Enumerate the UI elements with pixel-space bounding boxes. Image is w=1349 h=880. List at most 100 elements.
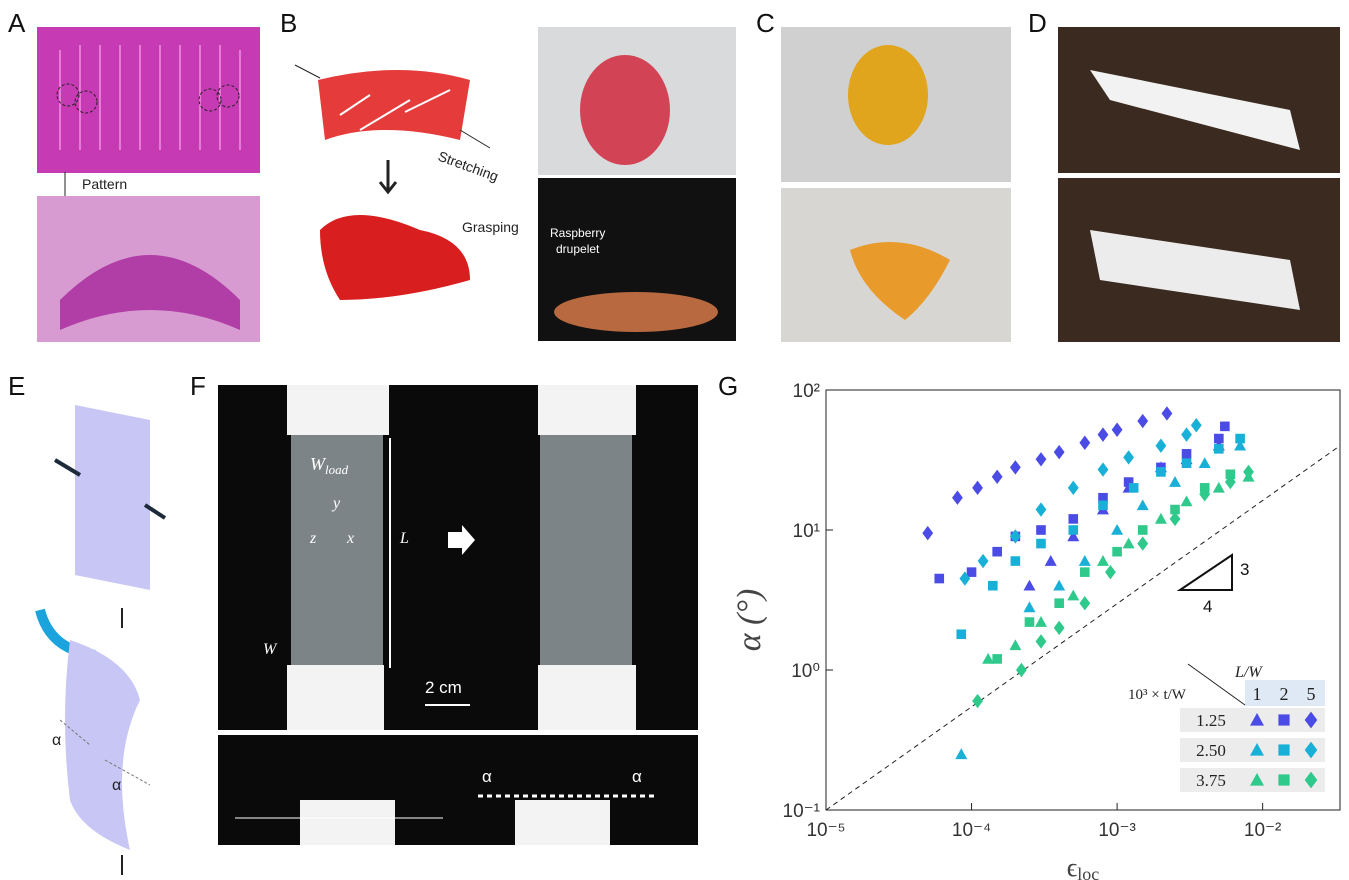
legend-col: 2 <box>1280 684 1289 704</box>
point <box>1068 514 1078 524</box>
sheet <box>65 640 140 850</box>
angle-label: α <box>112 777 121 794</box>
point <box>992 547 1002 557</box>
panel-letter: D <box>1028 8 1047 38</box>
angle-label: α <box>482 767 492 786</box>
axis-label: x <box>346 530 354 547</box>
point <box>1199 457 1211 468</box>
point <box>1079 555 1091 566</box>
caption: Pattern <box>82 176 127 192</box>
panel-letter: F <box>190 371 206 401</box>
point <box>1068 481 1079 495</box>
label: Raspberry <box>550 226 605 240</box>
point <box>1111 524 1123 535</box>
point <box>1009 639 1021 650</box>
panel-letter: G <box>718 371 738 401</box>
point <box>1123 538 1135 549</box>
scale-label: 2 cm <box>425 678 462 697</box>
point <box>1181 427 1192 441</box>
y-tick-label: 10¹ <box>793 521 820 542</box>
slope-triangle <box>1180 555 1232 590</box>
sheet <box>318 70 470 140</box>
label: Grasping <box>462 219 519 235</box>
point <box>1054 598 1064 608</box>
point <box>1243 465 1254 479</box>
point <box>1098 501 1108 511</box>
point <box>982 653 994 664</box>
point <box>1098 462 1109 476</box>
point <box>1156 467 1166 477</box>
point <box>1079 596 1090 610</box>
sheet <box>75 405 150 590</box>
point <box>1023 601 1035 612</box>
point <box>1098 427 1109 441</box>
point <box>1138 525 1148 535</box>
point <box>1045 555 1057 566</box>
point <box>1010 460 1021 474</box>
x-axis-label: ϵloc <box>1067 853 1100 880</box>
legend-row: 3.75 <box>1196 771 1226 790</box>
label: W <box>263 641 278 658</box>
point <box>1112 547 1122 557</box>
figure: A Pattern B Stretching Grasping Raspberr… <box>0 0 1349 880</box>
point <box>1036 539 1046 549</box>
photo <box>218 735 698 845</box>
legend-row-header: 10³ × t/W <box>1128 687 1187 703</box>
panel-letter: A <box>8 8 26 38</box>
legend-marker <box>1278 714 1289 725</box>
point <box>1169 476 1181 487</box>
point <box>1129 483 1139 493</box>
x-tick-label: 10⁻² <box>1244 820 1282 841</box>
point <box>1220 422 1230 432</box>
point <box>934 574 944 584</box>
legend-col-header: L/W <box>1234 664 1263 681</box>
x-tick-label: 10⁻³ <box>1098 820 1136 841</box>
y-tick-label: 10² <box>793 381 820 402</box>
point <box>1137 536 1148 550</box>
point <box>1182 458 1192 468</box>
point <box>992 470 1003 484</box>
subscript: loc <box>1077 864 1099 880</box>
angle-label: α <box>52 732 61 749</box>
point <box>1162 406 1173 420</box>
photo <box>37 27 260 173</box>
legend-row: 1.25 <box>1196 711 1226 730</box>
x-tick-label: 10⁻⁴ <box>952 820 991 841</box>
label: L <box>399 530 409 547</box>
x-tick-label: 10⁻⁵ <box>806 820 845 841</box>
point <box>972 481 983 495</box>
point <box>1181 495 1193 506</box>
point <box>1214 434 1224 444</box>
angle-label: α <box>632 767 642 786</box>
point <box>1067 590 1079 601</box>
legend-marker <box>1278 744 1289 755</box>
point <box>1036 502 1047 516</box>
point <box>1016 663 1027 677</box>
legend-col: 1 <box>1253 684 1262 704</box>
point <box>1053 580 1065 591</box>
point <box>978 554 989 568</box>
point <box>1054 445 1065 459</box>
y-axis-label: α (°) <box>731 589 768 652</box>
y-tick-label: 10⁰ <box>791 661 820 682</box>
label: Stretching <box>436 148 501 185</box>
point <box>1137 499 1149 510</box>
point <box>988 581 998 591</box>
point <box>1010 529 1021 543</box>
point <box>1155 513 1167 524</box>
gripper <box>320 215 470 300</box>
point <box>992 654 1002 664</box>
point <box>1235 434 1245 444</box>
point <box>1214 444 1224 454</box>
point <box>1054 621 1065 635</box>
point <box>1068 525 1078 535</box>
point <box>1097 555 1109 566</box>
legend-marker <box>1278 774 1289 785</box>
slope-label: 4 <box>1203 597 1212 616</box>
page: A Pattern B Stretching Grasping Raspberr… <box>0 0 1349 880</box>
label: drupelet <box>556 242 600 256</box>
legend-col: 5 <box>1307 684 1316 704</box>
point <box>1080 567 1090 577</box>
axis-label: y <box>331 495 341 512</box>
point <box>1123 450 1134 464</box>
